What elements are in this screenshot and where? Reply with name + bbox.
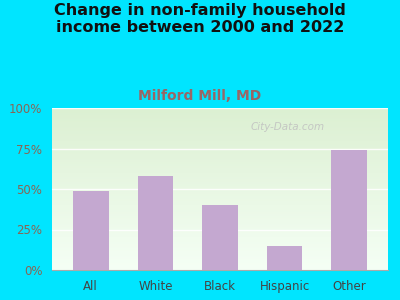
Bar xyxy=(138,176,173,270)
Text: Milford Mill, MD: Milford Mill, MD xyxy=(138,88,262,103)
Text: City-Data.com: City-Data.com xyxy=(250,122,324,132)
Bar xyxy=(332,150,367,270)
Bar xyxy=(202,205,238,270)
Bar xyxy=(73,190,108,270)
Bar xyxy=(267,246,302,270)
Text: Change in non-family household
income between 2000 and 2022: Change in non-family household income be… xyxy=(54,3,346,35)
